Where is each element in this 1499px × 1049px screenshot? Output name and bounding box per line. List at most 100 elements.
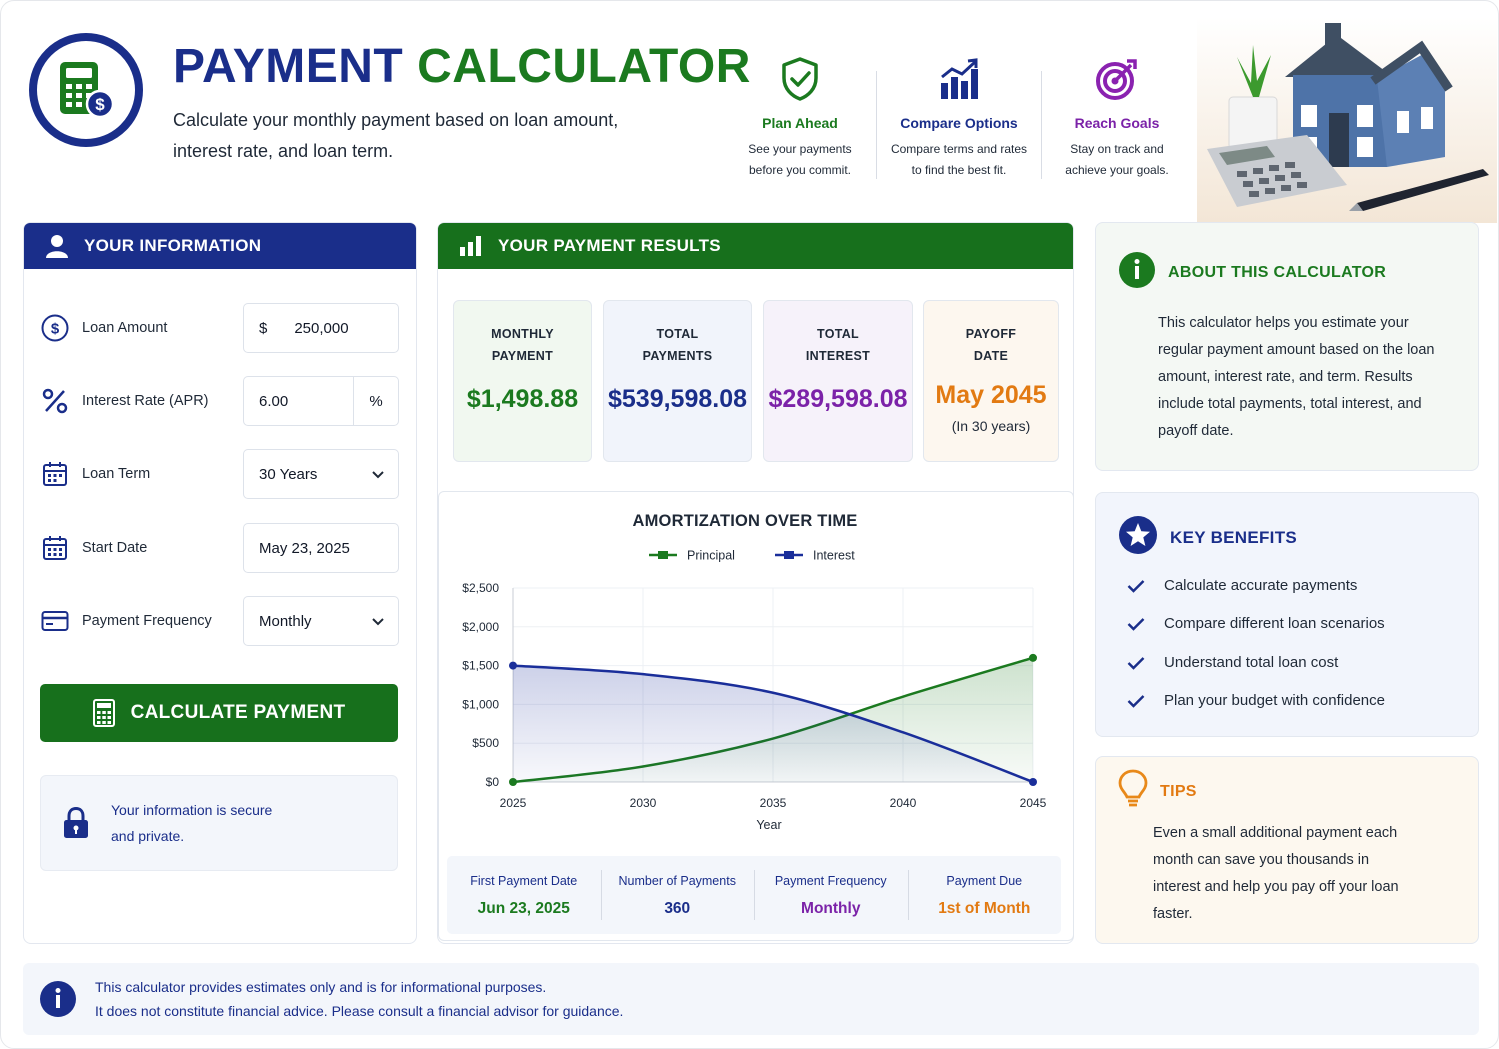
feature-title: Plan Ahead <box>762 115 838 131</box>
divider <box>1041 71 1042 179</box>
start-date-input[interactable]: May 23, 2025 <box>243 523 399 573</box>
credit-card-icon <box>40 610 70 632</box>
benefit-text: Compare different loan scenarios <box>1164 615 1385 632</box>
legend-marker <box>784 551 794 559</box>
chevron-down-icon <box>372 466 384 483</box>
legend-label: Principal <box>687 549 735 563</box>
loan-amount-input[interactable]: $ 250,000 <box>243 303 399 353</box>
tips-title: TIPS <box>1160 782 1197 800</box>
payoff-date-value: May 2045 <box>935 381 1047 409</box>
y-tick-label: $2,500 <box>462 581 499 595</box>
key-benefits-title: KEY BENEFITS <box>1170 527 1298 547</box>
divider <box>876 71 877 179</box>
data-point-interest <box>1029 778 1037 786</box>
user-icon <box>44 234 70 258</box>
calculator-icon <box>92 699 115 727</box>
total-payments-value: $539,598.08 <box>607 385 748 413</box>
total-payments-card: TOTAL PAYMENTS $539,598.08 <box>603 300 752 462</box>
feature-desc: See your payments before you commit. <box>748 142 852 177</box>
currency-prefix: $ <box>259 319 268 337</box>
benefit-item: Compare different loan scenarios <box>1124 615 1385 632</box>
about-header: ABOUT THIS CALCULATOR <box>1118 251 1386 294</box>
shield-check-icon <box>725 53 875 105</box>
benefit-item: Plan your budget with confidence <box>1124 692 1385 709</box>
start-date-label: Start Date <box>82 540 148 556</box>
payment-frequency-row: Payment Frequency <box>40 596 400 646</box>
card-label: MONTHLY PAYMENT <box>491 327 554 363</box>
benefit-text: Calculate accurate payments <box>1164 577 1358 594</box>
payment-due: Payment Due 1st of Month <box>907 856 1062 934</box>
tips-header: TIPS <box>1118 769 1197 814</box>
svg-text:$: $ <box>51 321 60 338</box>
y-tick-label: $2,000 <box>462 620 499 634</box>
feature-reach-goals: Reach Goals Stay on track and achieve you… <box>1042 53 1192 181</box>
y-tick-label: $0 <box>486 775 500 789</box>
loan-term-row: Loan Term <box>40 449 400 499</box>
payoff-date-card: PAYOFF DATE May 2045 (In 30 years) <box>923 300 1059 462</box>
summary-value: Monthly <box>801 900 861 917</box>
calculator-dollar-icon: $ <box>29 33 143 147</box>
calendar-icon <box>40 461 70 487</box>
security-text: Your information is secure and private. <box>111 802 273 844</box>
svg-text:$: $ <box>95 95 105 114</box>
feature-title: Reach Goals <box>1074 115 1160 131</box>
title-part-1: PAYMENT <box>173 40 404 93</box>
feature-title: Compare Options <box>900 115 1018 131</box>
tips-box: TIPS Even a small additional payment eac… <box>1095 756 1479 944</box>
series-line-interest <box>512 664 1034 784</box>
loan-term-select[interactable]: 30 Years <box>243 449 399 499</box>
number-of-payments: Number of Payments 360 <box>600 856 755 934</box>
total-interest-card: TOTAL INTEREST $289,598.08 <box>763 300 913 462</box>
bar-chart-growth-icon <box>884 53 1034 105</box>
y-tick-label: $500 <box>472 736 499 750</box>
summary-value: 1st of Month <box>938 900 1031 917</box>
payment-frequency-select[interactable]: Monthly <box>243 596 399 646</box>
x-tick-label: 2030 <box>630 796 657 810</box>
summary-value: 360 <box>664 900 691 917</box>
chart-title: AMORTIZATION OVER TIME <box>632 512 858 530</box>
payment-frequency-summary: Payment Frequency Monthly <box>754 856 908 934</box>
x-axis-label: Year <box>756 818 781 832</box>
check-icon <box>1124 694 1148 708</box>
title-part-2: CALCULATOR <box>417 40 751 93</box>
percent-icon <box>40 388 70 414</box>
about-title: ABOUT THIS CALCULATOR <box>1168 263 1387 281</box>
disclaimer-text: This calculator provides estimates only … <box>95 979 624 1019</box>
y-tick-label: $1,500 <box>462 659 499 673</box>
data-point-principal <box>1029 653 1037 662</box>
loan-term-label: Loan Term <box>82 466 151 482</box>
card-label: TOTAL INTEREST <box>805 327 871 363</box>
total-interest-value: $289,598.08 <box>768 385 908 413</box>
lock-icon <box>41 807 111 839</box>
disclaimer-bar: This calculator provides estimates only … <box>23 963 1479 1035</box>
monthly-payment-card: MONTHLY PAYMENT $1,498.88 <box>453 300 592 462</box>
payment-results-header: YOUR PAYMENT RESULTS <box>438 223 1073 269</box>
key-benefits-box: KEY BENEFITS Calculate accurate payments… <box>1095 492 1479 737</box>
payment-frequency-value: Monthly <box>259 612 312 630</box>
benefit-item: Understand total loan cost <box>1124 654 1338 671</box>
loan-amount-row: $ Loan Amount <box>40 303 400 353</box>
x-tick-label: 2025 <box>500 796 527 810</box>
loan-amount-label: Loan Amount <box>82 320 168 336</box>
summary-label: Payment Frequency <box>774 874 887 888</box>
amortization-chart: AMORTIZATION OVER TIME $0 $500 $1,000 $1,50… <box>438 491 1074 941</box>
legend-label: Interest <box>813 549 855 563</box>
panel-title: YOUR INFORMATION <box>84 236 262 255</box>
loan-term-value: 30 Years <box>259 465 318 483</box>
benefit-item: Calculate accurate payments <box>1124 577 1357 594</box>
data-point-interest <box>509 661 517 670</box>
dollar-circle-icon: $ <box>40 314 70 342</box>
x-tick-label: 2045 <box>1020 796 1047 810</box>
amortization-chart-svg: $0 $500 $1,000 $1,500 $2,000 $2,500 2025 2030 20… <box>462 549 1047 833</box>
calculate-payment-button[interactable]: CALCULATE PAYMENT <box>40 684 398 742</box>
first-payment-date: First Payment Date Jun 23, 2025 <box>447 856 601 934</box>
y-tick-label: $1,000 <box>462 697 499 711</box>
lightbulb-icon <box>1118 769 1148 814</box>
interest-rate-input[interactable]: 6.00 % <box>243 376 399 426</box>
payment-results-panel: YOUR PAYMENT RESULTS MONTHLY PAYMENT $1,4… <box>437 222 1074 944</box>
benefit-text: Plan your budget with confidence <box>1164 692 1385 709</box>
payoff-date-sub: (In 30 years) <box>951 418 1031 434</box>
feature-desc: Compare terms and rates to find the best … <box>890 142 1028 177</box>
interest-rate-label: Interest Rate (APR) <box>82 393 209 409</box>
check-icon <box>1124 579 1148 593</box>
